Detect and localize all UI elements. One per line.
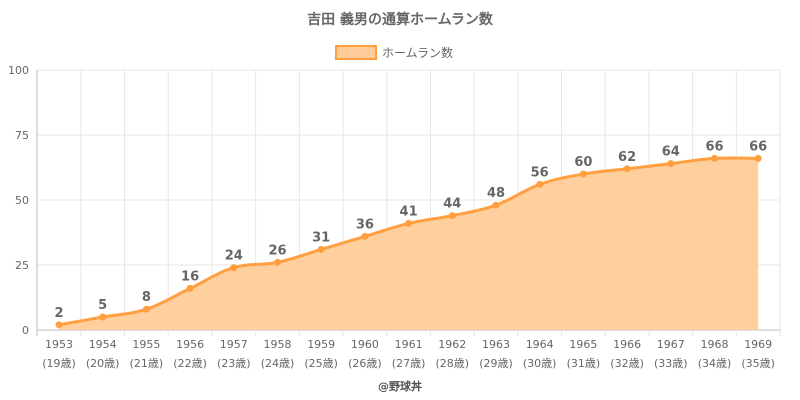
data-point (230, 264, 238, 272)
legend-label: ホームラン数 (382, 45, 453, 60)
data-label: 64 (662, 145, 680, 160)
data-point (711, 154, 718, 162)
x-tick-label: 1961 (395, 338, 423, 351)
x-tick-age-label: (33歳) (654, 357, 688, 370)
data-point (361, 232, 369, 240)
series-area (59, 157, 759, 330)
x-tick-age-label: (34歳) (698, 357, 732, 370)
data-point (667, 160, 675, 168)
x-tick-label: 1954 (89, 338, 117, 351)
x-tick-age-label: (20歳) (86, 357, 120, 370)
x-tick-age-label: (22歳) (173, 357, 207, 370)
x-tick-label: 1959 (307, 338, 335, 351)
x-tick-label: 1955 (132, 338, 160, 351)
x-tick-label: 1956 (176, 338, 204, 351)
data-point (55, 321, 63, 329)
x-tick-label: 1953 (45, 338, 73, 351)
x-tick-label: 1968 (701, 338, 729, 351)
data-labels: 2 5 8 16 24 26 31 36 41 44 48 56 60 62 64 66 66 (54, 139, 767, 320)
data-label: 41 (400, 204, 418, 219)
x-tick-age-label: (26歳) (348, 357, 382, 370)
x-tick-age-label: (28歳) (436, 357, 470, 370)
y-tick-label: 100 (8, 64, 29, 77)
x-tick-label: 1967 (657, 338, 685, 351)
data-point (536, 180, 544, 188)
data-point (274, 258, 281, 266)
y-tick-label: 0 (22, 324, 29, 337)
data-label: 60 (574, 155, 592, 170)
x-tick-label: 1965 (569, 338, 597, 351)
x-tick-age-label: (25歳) (304, 357, 338, 370)
x-tick-age-label: (23歳) (217, 357, 251, 370)
data-label: 66 (705, 139, 723, 154)
x-tick-label: 1964 (526, 338, 554, 351)
x-tick-age-label: (35歳) (741, 357, 775, 370)
data-label: 31 (312, 230, 330, 245)
data-point (317, 245, 325, 253)
series (55, 154, 762, 330)
data-point (99, 313, 107, 321)
x-tick-age-label: (30歳) (523, 357, 557, 370)
x-tick-label: 1969 (744, 338, 772, 351)
credit: @野球丼 (378, 379, 422, 393)
data-label: 24 (225, 249, 243, 264)
x-tick-label: 1962 (438, 338, 466, 351)
x-tick-label: 1966 (613, 338, 641, 351)
legend[interactable]: ホームラン数 (335, 45, 453, 60)
legend-swatch (335, 45, 377, 60)
x-tick-age-label: (32歳) (610, 357, 644, 370)
x-tick-label: 1958 (264, 338, 292, 351)
data-label: 8 (142, 290, 151, 305)
data-label: 2 (54, 306, 63, 321)
x-tick-label: 1957 (220, 338, 248, 351)
x-tick-age-label: (21歳) (130, 357, 164, 370)
data-point (142, 305, 150, 313)
data-label: 5 (98, 298, 107, 313)
data-point (623, 165, 631, 173)
data-label: 16 (181, 269, 199, 284)
x-axis: 1953 (19歳) 1954 (20歳) 1955 (21歳) 1956 (22歳) 1957… (42, 338, 775, 370)
data-point (492, 201, 500, 209)
data-point (754, 154, 762, 162)
data-point (448, 212, 456, 220)
y-axis: 0 25 50 75 100 (8, 64, 29, 337)
data-label: 36 (356, 217, 374, 232)
data-point (579, 170, 587, 178)
x-tick-age-label: (19歳) (42, 357, 76, 370)
x-tick-age-label: (29歳) (479, 357, 513, 370)
y-tick-label: 75 (15, 129, 29, 142)
data-point (405, 219, 413, 227)
data-label: 48 (487, 186, 505, 201)
data-label: 44 (443, 197, 461, 212)
y-tick-label: 25 (15, 259, 29, 272)
chart-title: 吉田 義男の通算ホームラン数 (307, 11, 494, 28)
data-label: 56 (531, 165, 549, 180)
data-label: 26 (268, 243, 286, 258)
y-tick-label: 50 (15, 194, 29, 207)
x-tick-age-label: (27歳) (392, 357, 426, 370)
data-label: 62 (618, 150, 636, 165)
x-tick-age-label: (31歳) (567, 357, 601, 370)
x-tick-label: 1960 (351, 338, 379, 351)
data-point (186, 284, 194, 292)
data-label: 66 (749, 139, 767, 154)
x-tick-age-label: (24歳) (261, 357, 295, 370)
x-tick-label: 1963 (482, 338, 510, 351)
